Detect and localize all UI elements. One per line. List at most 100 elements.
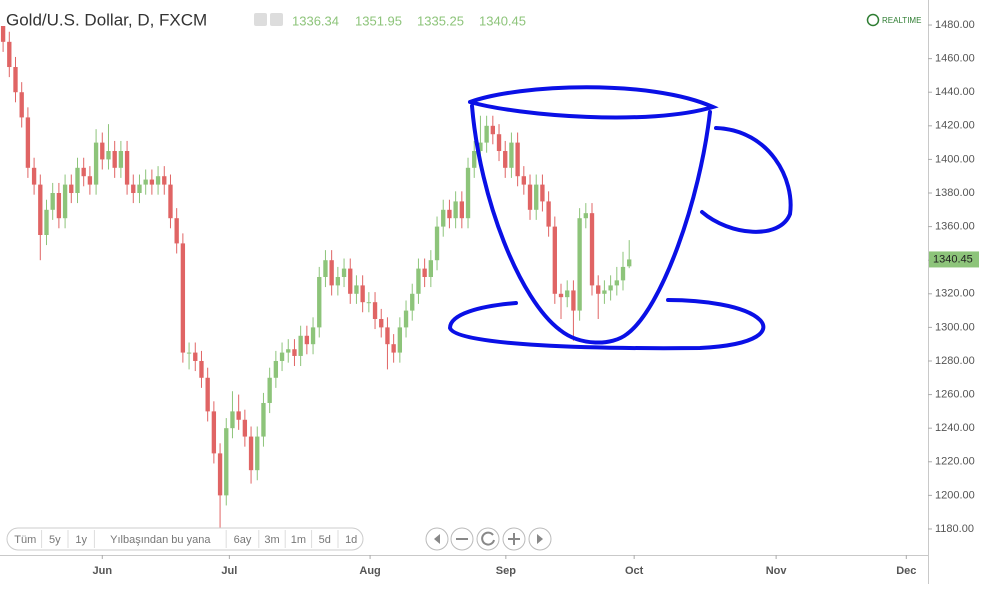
candle-body [453,201,458,219]
candle-body [304,335,310,345]
header-low: 1335.25 [417,13,464,28]
candle-body [267,377,272,403]
y-tick-label: 1260.00 [935,388,975,400]
candle-body [608,285,613,291]
candle-body [261,402,266,437]
cup-saucer [447,298,766,351]
range-button[interactable]: 1m [291,534,306,546]
x-tick-label: Aug [359,565,380,577]
candle-body [509,142,514,168]
candle-body [224,428,229,496]
candle-body [379,318,384,328]
candle-body [348,268,353,294]
title-backdrop [0,4,18,26]
candle-body [0,25,6,42]
range-button[interactable]: Tüm [14,534,36,546]
candle-body [310,327,316,345]
candle-body [391,344,396,353]
right-glyph [537,534,543,544]
reset-button[interactable] [476,527,500,551]
candle-body [527,184,533,210]
candle-body [87,176,93,185]
candle-body [273,360,279,378]
eye-icon[interactable] [254,13,267,26]
candle-body [416,268,421,294]
range-button[interactable]: 6ay [234,534,252,546]
candle-body [118,151,124,168]
candle-body [410,293,415,311]
candle-body [472,151,477,168]
candle-body [7,41,12,68]
candle-body [577,218,582,311]
x-tick-label: Dec [896,565,916,577]
y-tick-label: 1380.00 [935,187,975,199]
candle-body [186,352,192,354]
candle-body [366,302,372,304]
candle-body [546,201,551,227]
realtime-label: REALTIME [882,16,921,25]
candle-body [230,411,235,429]
candle-body [323,260,328,277]
navigation-buttons [425,527,552,551]
range-button[interactable]: 1y [75,534,87,546]
candle-body [354,285,359,294]
candle-body [496,134,502,152]
candle-body [124,151,130,185]
candle-body [422,268,427,277]
candle-body [385,327,390,345]
candle-body [515,142,520,177]
y-tick-label: 1280.00 [935,355,975,367]
candle-body [292,349,297,356]
candle-body [552,226,557,294]
settings-icon[interactable] [270,13,283,26]
cup-rim [468,85,719,120]
navigation-glyphs [434,531,543,546]
candle-body [434,226,440,261]
candle-body [602,290,607,294]
candle-body [459,201,464,219]
candle-body [31,167,37,185]
candle-body [627,259,632,267]
y-tick-label: 1360.00 [935,221,975,233]
candle-body [106,151,111,160]
candle-body [540,184,545,202]
candle-body [13,67,18,93]
y-tick-label: 1240.00 [935,422,975,434]
candle-body [211,411,217,454]
y-tick-label: 1420.00 [935,120,975,132]
candle-body [441,209,446,227]
range-button[interactable]: 3m [264,534,279,546]
header-open: 1336.34 [292,13,339,28]
candle-body [403,310,409,328]
candle-body [372,302,378,319]
candle-body [558,293,564,298]
candle-body [614,280,619,286]
candle-body [137,184,142,194]
candle-body [341,268,347,277]
candle-body [50,193,55,210]
y-tick-label: 1480.00 [935,19,975,31]
range-button[interactable]: 1d [345,534,357,546]
reset-glyph [481,531,495,546]
candle-body [534,184,539,210]
candle-body [490,125,495,135]
range-button[interactable]: Yılbaşından bu yana [110,534,211,546]
y-tick-label: 1300.00 [935,321,975,333]
candle-body [565,290,570,298]
candle-body [248,436,254,471]
candle-body [19,92,24,118]
chart-title: Gold/U.S. Dollar, D, FXCM [6,10,207,29]
candle-body [329,260,334,286]
candle-body [162,176,167,185]
candle-body [100,142,105,160]
candle-body [335,276,341,286]
x-tick-label: Jun [93,565,113,577]
range-button[interactable]: 5y [49,534,61,546]
y-tick-label: 1320.00 [935,288,975,300]
range-button[interactable]: 5d [319,534,331,546]
x-tick-label: Oct [625,565,644,577]
candle-body [205,377,210,412]
candle-body [521,176,526,185]
y-tick-label: 1440.00 [935,86,975,98]
